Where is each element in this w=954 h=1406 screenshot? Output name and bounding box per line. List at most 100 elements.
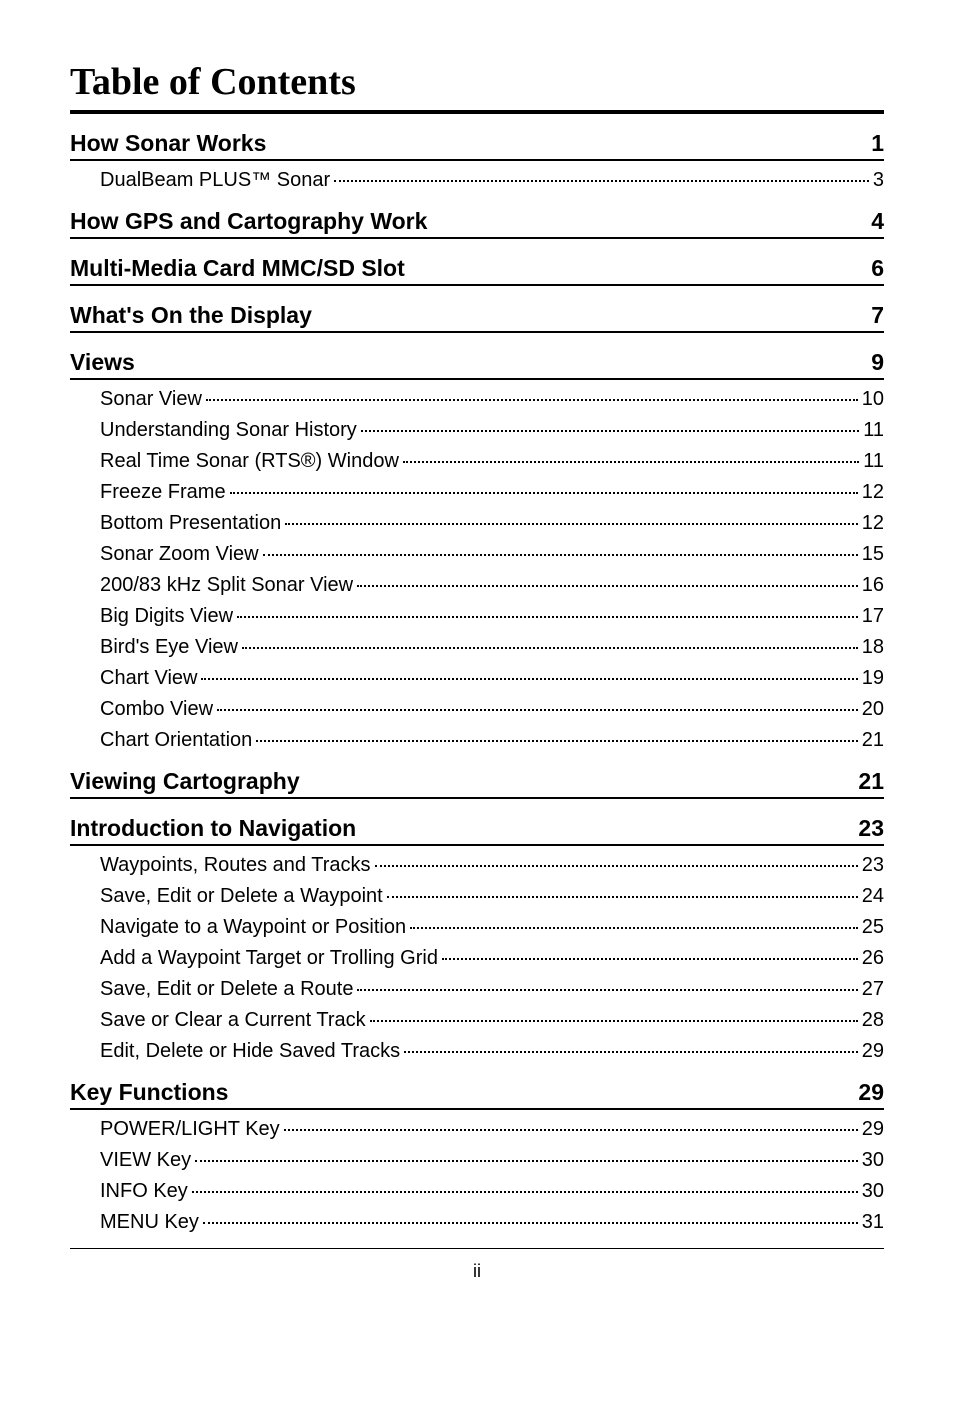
toc-entry-page: 25 bbox=[862, 916, 884, 939]
toc-entry-label: Chart Orientation bbox=[100, 729, 252, 752]
leader-dots bbox=[375, 865, 858, 867]
toc-entry-label: Edit, Delete or Hide Saved Tracks bbox=[100, 1040, 400, 1063]
toc-entry: DualBeam PLUS™ Sonar 3 bbox=[70, 169, 884, 192]
section-heading: What's On the Display7 bbox=[70, 302, 884, 333]
toc-entry-page: 31 bbox=[862, 1211, 884, 1234]
toc-entry-label: Waypoints, Routes and Tracks bbox=[100, 854, 371, 877]
section-heading-label: Views bbox=[70, 349, 135, 376]
toc-entry-page: 29 bbox=[862, 1040, 884, 1063]
toc-entry-page: 10 bbox=[862, 388, 884, 411]
section-heading-page: 29 bbox=[858, 1079, 884, 1106]
toc-entry: Big Digits View 17 bbox=[70, 605, 884, 628]
leader-dots bbox=[263, 554, 858, 556]
section-heading-label: Viewing Cartography bbox=[70, 768, 300, 795]
page-title: Table of Contents bbox=[70, 60, 884, 104]
toc-entry-page: 18 bbox=[862, 636, 884, 659]
toc-entry-page: 11 bbox=[863, 450, 884, 473]
leader-dots bbox=[334, 180, 869, 182]
toc-entry-label: DualBeam PLUS™ Sonar bbox=[100, 169, 330, 192]
section-heading-page: 21 bbox=[858, 768, 884, 795]
leader-dots bbox=[237, 616, 858, 618]
toc-entry: Sonar View 10 bbox=[70, 388, 884, 411]
leader-dots bbox=[361, 430, 859, 432]
toc-entry-page: 29 bbox=[862, 1118, 884, 1141]
toc-entry: Sonar Zoom View15 bbox=[70, 543, 884, 566]
section-heading-page: 6 bbox=[871, 255, 884, 282]
leader-dots bbox=[285, 523, 858, 525]
toc-entry-label: Freeze Frame bbox=[100, 481, 226, 504]
toc-entry-page: 11 bbox=[863, 419, 884, 442]
toc-entry-page: 26 bbox=[862, 947, 884, 970]
toc-entry-label: Add a Waypoint Target or Trolling Grid bbox=[100, 947, 438, 970]
toc-entry: Save or Clear a Current Track 28 bbox=[70, 1009, 884, 1032]
toc-entry-label: Save, Edit or Delete a Waypoint bbox=[100, 885, 383, 908]
title-underline bbox=[70, 110, 884, 114]
section-heading-label: Key Functions bbox=[70, 1079, 228, 1106]
bottom-rule bbox=[70, 1248, 884, 1249]
toc-entry: Bird's Eye View18 bbox=[70, 636, 884, 659]
toc-entry-label: INFO Key bbox=[100, 1180, 188, 1203]
toc-entry: Combo View 20 bbox=[70, 698, 884, 721]
toc-entry: Save, Edit or Delete a Waypoint 24 bbox=[70, 885, 884, 908]
leader-dots bbox=[410, 927, 858, 929]
toc-entry-page: 24 bbox=[862, 885, 884, 908]
leader-dots bbox=[387, 896, 858, 898]
page-number-footer: ii bbox=[70, 1261, 884, 1282]
toc-entry-label: POWER/LIGHT Key bbox=[100, 1118, 280, 1141]
toc-entry: VIEW Key 30 bbox=[70, 1149, 884, 1172]
section-heading-page: 9 bbox=[871, 349, 884, 376]
section-heading-label: Introduction to Navigation bbox=[70, 815, 356, 842]
leader-dots bbox=[256, 740, 857, 742]
toc-entry: Understanding Sonar History11 bbox=[70, 419, 884, 442]
toc-entry: INFO Key30 bbox=[70, 1180, 884, 1203]
toc-entry: Bottom Presentation12 bbox=[70, 512, 884, 535]
toc-entry: Real Time Sonar (RTS®) Window11 bbox=[70, 450, 884, 473]
toc-entry-label: Big Digits View bbox=[100, 605, 233, 628]
toc-entry: MENU Key 31 bbox=[70, 1211, 884, 1234]
leader-dots bbox=[217, 709, 858, 711]
leader-dots bbox=[404, 1051, 858, 1053]
toc-entry-page: 3 bbox=[873, 169, 884, 192]
toc-entry-label: Bottom Presentation bbox=[100, 512, 281, 535]
toc-entry-label: Navigate to a Waypoint or Position bbox=[100, 916, 406, 939]
toc-entry: Add a Waypoint Target or Trolling Grid 26 bbox=[70, 947, 884, 970]
section-heading: How Sonar Works1 bbox=[70, 130, 884, 161]
toc-entry-label: Combo View bbox=[100, 698, 213, 721]
leader-dots bbox=[442, 958, 858, 960]
section-heading-page: 23 bbox=[858, 815, 884, 842]
section-heading-label: How GPS and Cartography Work bbox=[70, 208, 427, 235]
toc-entry-label: VIEW Key bbox=[100, 1149, 191, 1172]
toc-entry-page: 15 bbox=[862, 543, 884, 566]
toc-entry-label: MENU Key bbox=[100, 1211, 199, 1234]
toc-entry: Edit, Delete or Hide Saved Tracks 29 bbox=[70, 1040, 884, 1063]
toc-entry-page: 27 bbox=[862, 978, 884, 1001]
leader-dots bbox=[370, 1020, 858, 1022]
leader-dots bbox=[403, 461, 859, 463]
toc-entry-page: 20 bbox=[862, 698, 884, 721]
toc-entry-page: 23 bbox=[862, 854, 884, 877]
leader-dots bbox=[203, 1222, 858, 1224]
toc-entry-page: 19 bbox=[862, 667, 884, 690]
leader-dots bbox=[242, 647, 858, 649]
toc-entry: POWER/LIGHT Key 29 bbox=[70, 1118, 884, 1141]
section-heading-page: 7 bbox=[871, 302, 884, 329]
toc-entry-page: 21 bbox=[862, 729, 884, 752]
section-heading: Multi-Media Card MMC/SD Slot6 bbox=[70, 255, 884, 286]
section-heading: How GPS and Cartography Work 4 bbox=[70, 208, 884, 239]
section-heading: Views 9 bbox=[70, 349, 884, 380]
toc-entry-page: 16 bbox=[862, 574, 884, 597]
section-heading: Viewing Cartography 21 bbox=[70, 768, 884, 799]
toc-entry-label: Save or Clear a Current Track bbox=[100, 1009, 366, 1032]
toc-entry-label: Sonar View bbox=[100, 388, 202, 411]
toc-entry-label: 200/83 kHz Split Sonar View bbox=[100, 574, 353, 597]
leader-dots bbox=[230, 492, 858, 494]
toc-entry-label: Save, Edit or Delete a Route bbox=[100, 978, 353, 1001]
toc-entry-page: 17 bbox=[862, 605, 884, 628]
toc-container: How Sonar Works1 DualBeam PLUS™ Sonar 3 How… bbox=[70, 130, 884, 1234]
toc-entry-page: 30 bbox=[862, 1149, 884, 1172]
section-heading-page: 4 bbox=[871, 208, 884, 235]
leader-dots bbox=[357, 585, 858, 587]
toc-entry: Chart Orientation 21 bbox=[70, 729, 884, 752]
leader-dots bbox=[357, 989, 857, 991]
toc-entry-page: 28 bbox=[862, 1009, 884, 1032]
